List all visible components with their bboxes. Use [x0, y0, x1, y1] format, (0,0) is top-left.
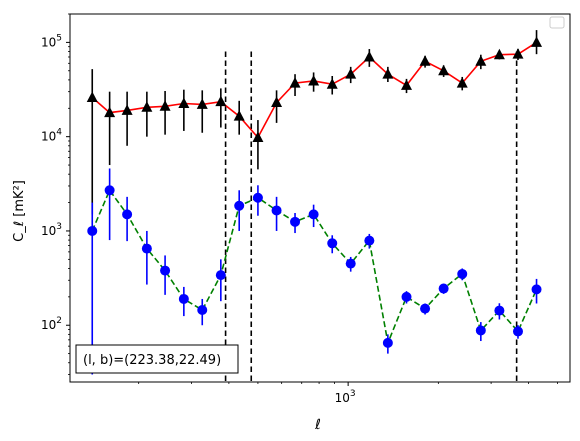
point-2-3 — [122, 209, 133, 220]
point-1-11 — [271, 96, 283, 108]
y-tick-label-3: 104 — [41, 128, 62, 144]
y-axis-label: C_ℓ [mK²] — [12, 180, 27, 242]
x-axis-label: ℓ — [314, 417, 321, 433]
legend-box — [549, 16, 565, 29]
point-2-10 — [252, 192, 263, 203]
annotation-frame — [75, 344, 239, 374]
point-1-20 — [438, 64, 450, 76]
point-2-23 — [494, 305, 505, 316]
y-tick-label-1: 102 — [41, 316, 62, 332]
point-2-15 — [345, 258, 356, 269]
point-1-12 — [289, 77, 301, 88]
point-1-10 — [252, 131, 264, 142]
point-2-24 — [512, 326, 523, 337]
plot-area — [86, 30, 543, 382]
point-1-6 — [178, 97, 190, 108]
point-1-9 — [233, 110, 245, 121]
axes-frame — [69, 13, 571, 383]
point-1-13 — [308, 74, 320, 86]
point-2-18 — [401, 291, 412, 302]
series-1 — [86, 30, 543, 215]
point-1-25 — [531, 36, 543, 47]
point-2-7 — [197, 305, 208, 316]
point-2-20 — [438, 283, 449, 294]
point-2-4 — [141, 243, 152, 254]
point-2-25 — [531, 284, 542, 295]
point-1-16 — [363, 50, 375, 62]
point-1-17 — [382, 68, 394, 79]
point-1-2 — [104, 106, 116, 118]
point-1-15 — [345, 68, 357, 79]
point-1-7 — [196, 98, 208, 109]
point-2-17 — [382, 337, 393, 348]
point-2-16 — [364, 235, 375, 246]
point-1-8 — [215, 95, 227, 107]
point-2-1 — [87, 225, 98, 236]
point-1-21 — [456, 77, 468, 88]
point-2-6 — [178, 293, 189, 304]
point-2-2 — [104, 185, 115, 196]
point-2-12 — [290, 216, 301, 227]
series-2 — [87, 168, 542, 375]
point-2-21 — [457, 268, 468, 279]
point-2-19 — [420, 303, 431, 314]
y-tick-label-2: 103 — [41, 222, 62, 238]
point-2-14 — [327, 238, 338, 249]
annotation-text: (l, b)=(223.38,22.49) — [83, 353, 221, 368]
y-tick-label-4: 105 — [41, 33, 62, 49]
point-2-8 — [215, 270, 226, 281]
point-1-4 — [141, 101, 153, 112]
point-1-5 — [159, 100, 171, 111]
point-2-9 — [234, 200, 245, 211]
point-2-13 — [308, 209, 319, 220]
point-2-22 — [475, 325, 486, 336]
point-2-11 — [271, 205, 282, 216]
point-1-22 — [475, 55, 487, 66]
point-1-3 — [121, 104, 133, 115]
axes-ticks: 102 103 104 105 103 — [41, 13, 558, 405]
annotation-box: (l, b)=(223.38,22.49) — [75, 344, 239, 374]
point-1-18 — [401, 79, 413, 90]
point-1-14 — [326, 78, 338, 89]
point-1-1 — [86, 91, 98, 103]
point-2-5 — [160, 265, 171, 276]
point-1-24 — [512, 48, 524, 59]
point-1-19 — [419, 55, 431, 66]
x-tick-label-1: 103 — [335, 389, 356, 405]
point-1-23 — [493, 48, 505, 60]
